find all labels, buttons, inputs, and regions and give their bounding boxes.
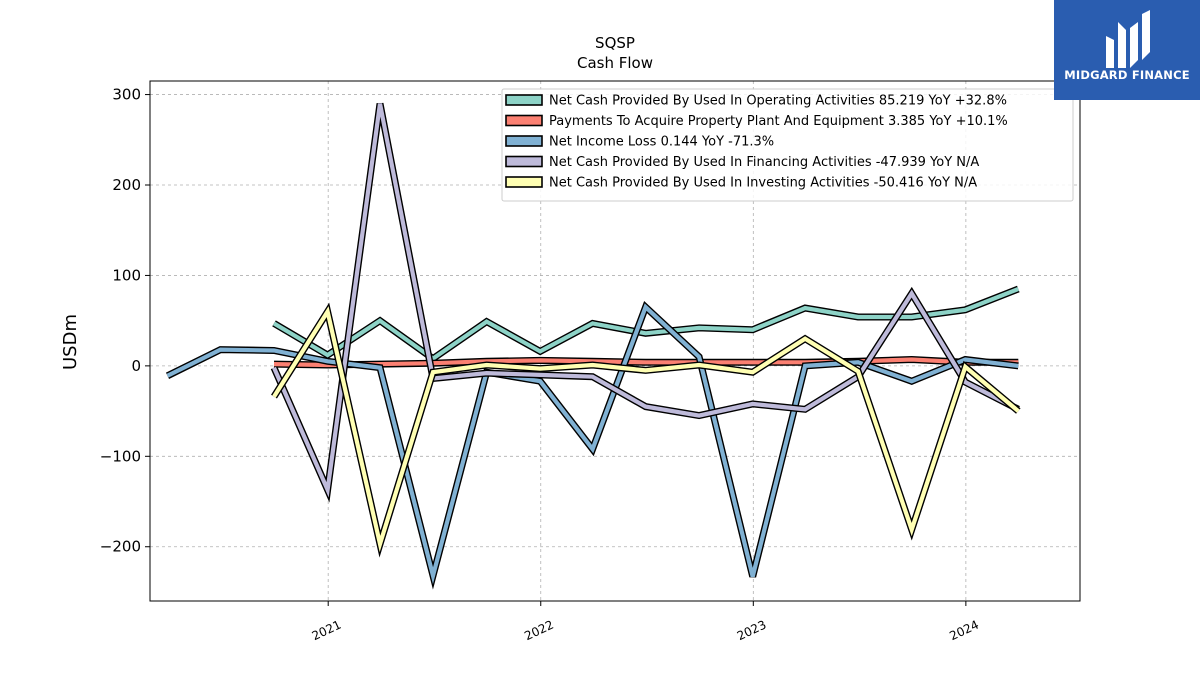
- midgard-logo-mark: [1106, 10, 1150, 68]
- y-tick-label: 200: [112, 176, 141, 194]
- midgard-logo: MIDGARD FINANCE: [1054, 0, 1200, 100]
- y-axis-label: USDm: [60, 314, 81, 370]
- midgard-logo-text: MIDGARD FINANCE: [1064, 68, 1190, 82]
- x-tick-label: 2021: [310, 618, 344, 644]
- legend-box: [501, 88, 1074, 202]
- legend-swatch: [505, 94, 543, 106]
- legend-entry: Payments To Acquire Property Plant And E…: [549, 114, 1008, 129]
- legend-swatch: [505, 135, 543, 147]
- legend-entry: Net Cash Provided By Used In Operating A…: [549, 94, 1007, 109]
- series-line: [272, 103, 1020, 498]
- series-3: [270, 102, 1020, 503]
- series-lines: [165, 102, 1021, 590]
- y-tick-label: 300: [112, 86, 141, 104]
- chart-subtitle: Cash Flow: [577, 54, 653, 72]
- series-2: [165, 300, 1019, 590]
- x-tick-label: 2022: [522, 618, 556, 644]
- legend-swatch: [505, 176, 543, 188]
- series-4: [271, 302, 1021, 558]
- y-tick-label: −100: [100, 447, 141, 465]
- plot-frame: [149, 80, 1081, 602]
- legend-entry: Net Income Loss 0.144 YoY -71.3%: [549, 135, 774, 150]
- series-1: [273, 355, 1019, 369]
- legend-swatch: [505, 155, 543, 168]
- legend-entry: Net Cash Provided By Used In Investing A…: [549, 176, 977, 191]
- x-tick-label: 2024: [947, 618, 981, 644]
- x-tick-label: 2023: [735, 618, 769, 644]
- series-line: [272, 306, 1020, 553]
- series-line: [273, 357, 1019, 368]
- legend-entry: Net Cash Provided By Used In Financing A…: [549, 155, 979, 170]
- y-tick-label: −200: [100, 538, 141, 556]
- y-tick-label: 0: [131, 357, 141, 375]
- series-line-outline: [165, 300, 1019, 590]
- legend-swatch: [505, 114, 543, 127]
- legend: Net Cash Provided By Used In Operating A…: [501, 88, 1074, 202]
- y-tick-label: 100: [112, 266, 141, 284]
- series-line: [166, 303, 1019, 585]
- chart-title: SQSP: [595, 34, 635, 52]
